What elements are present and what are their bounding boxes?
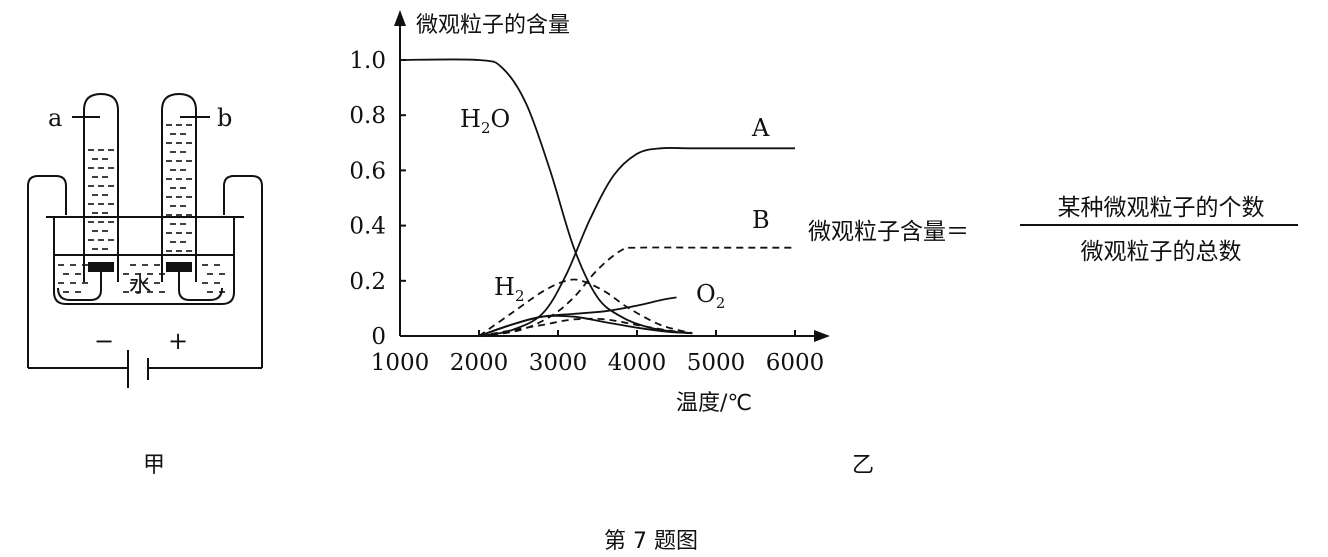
- series-a-line: [478, 147, 795, 337]
- label-h2: H2: [494, 273, 524, 305]
- y-tick-label: 0.6: [349, 158, 386, 184]
- chart: 微观粒子的含量 温度/℃ 0 0.2 0.4 0.6 0.8 1.0 1000 2000 30…: [349, 10, 874, 478]
- x-tick-label: 2000: [450, 350, 509, 376]
- x-axis-label: 温度/℃: [676, 391, 752, 416]
- lead-wire-a: [57, 271, 102, 301]
- formula-denominator: 微观粒子的总数: [1080, 239, 1242, 265]
- x-axis-arrow: [814, 330, 830, 342]
- y-tick-label: 0.2: [349, 269, 386, 295]
- label-o2: O2: [696, 280, 725, 312]
- tube-b-label: b: [217, 104, 232, 132]
- x-tick-label: 6000: [766, 350, 825, 376]
- y-axis-label: 微观粒子的含量: [416, 13, 570, 38]
- outer-frame: [27, 175, 263, 368]
- minus-terminal-label: −: [94, 327, 114, 355]
- y-tick-label: 0: [371, 324, 386, 350]
- plus-terminal-label: +: [168, 327, 188, 355]
- y-axis-arrow: [394, 10, 406, 26]
- test-tube-b: [161, 92, 197, 282]
- formula-numerator: 某种微观粒子的个数: [1057, 195, 1265, 221]
- water-label: 水: [129, 273, 151, 298]
- formula-lhs: 微观粒子含量＝: [808, 219, 969, 245]
- y-tick-label: 0.4: [349, 214, 386, 240]
- x-tick-label: 1000: [371, 350, 430, 376]
- test-tube-a: [83, 92, 119, 282]
- tube-a-label: a: [48, 104, 62, 132]
- figure-caption: 第 7 题图: [604, 529, 698, 554]
- series-b-line: [478, 246, 795, 337]
- content-formula: 微观粒子含量＝ 某种微观粒子的个数 微观粒子的总数: [808, 188, 1298, 268]
- lead-wire-b: [178, 271, 223, 301]
- fraction-bar: [1020, 224, 1298, 226]
- chart-caption: 乙: [852, 453, 874, 478]
- y-tick-label: 0.8: [349, 103, 386, 129]
- x-tick-label: 4000: [608, 350, 667, 376]
- x-tick-label: 5000: [687, 350, 746, 376]
- label-a: A: [751, 114, 770, 142]
- series-unlabeled-6-line: [478, 317, 693, 337]
- y-tick-label: 1.0: [349, 48, 386, 74]
- apparatus-caption: 甲: [143, 453, 165, 478]
- electrolysis-apparatus: [27, 92, 263, 388]
- series-h2-line: [478, 278, 693, 337]
- electrode-b: [166, 262, 192, 272]
- electrode-a: [88, 262, 114, 272]
- label-b: B: [752, 206, 770, 234]
- x-tick-label: 3000: [529, 350, 588, 376]
- beaker: [46, 216, 244, 305]
- series-h2o-line: [399, 58, 693, 335]
- label-h2o: H2O: [460, 105, 510, 137]
